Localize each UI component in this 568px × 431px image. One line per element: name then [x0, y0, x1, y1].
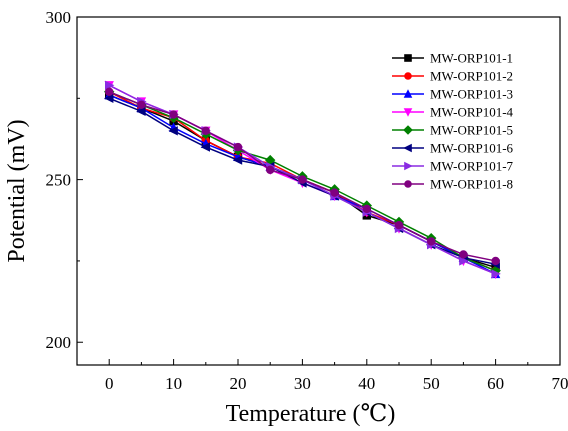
legend-item: MW-ORP101-7: [392, 159, 514, 174]
x-tick-label: 40: [358, 374, 375, 393]
data-point: [362, 204, 371, 214]
data-point: [169, 110, 178, 119]
data-point: [491, 256, 500, 266]
data-point: [265, 154, 276, 166]
x-tick-label: 10: [165, 374, 182, 393]
legend-label: MW-ORP101-7: [430, 159, 514, 174]
legend-item: MW-ORP101-8: [392, 177, 513, 192]
x-tick-label: 30: [294, 374, 311, 393]
legend-label: MW-ORP101-5: [430, 123, 513, 138]
plot-frame: [76, 16, 561, 366]
data-point: [137, 100, 146, 110]
data-point: [201, 126, 210, 136]
tick-labels: 0 10 20 30 40 50 60 70 200 250 300: [46, 8, 568, 393]
data-point: [298, 175, 307, 184]
data-point: [168, 126, 178, 136]
legend-label: MW-ORP101-3: [430, 87, 513, 102]
legend-item: MW-ORP101-5: [392, 123, 513, 138]
data-point: [403, 108, 413, 117]
data-point: [427, 237, 436, 246]
data-point: [459, 256, 469, 266]
data-point: [232, 155, 243, 165]
x-tick-label: 70: [552, 374, 568, 393]
legend-label: MW-ORP101-4: [430, 105, 514, 120]
plot-border: [76, 16, 561, 366]
legend-item: MW-ORP101-1: [392, 51, 513, 66]
legend: MW-ORP101-1 MW-ORP101-2 MW-ORP101-3 MW-ORP1…: [392, 51, 514, 192]
legend-label: MW-ORP101-2: [430, 69, 513, 84]
x-tick-label: 20: [230, 374, 247, 393]
data-point: [105, 87, 114, 97]
data-point: [136, 106, 146, 117]
x-axis-label: Temperature (℃): [226, 401, 396, 427]
series-layer: [104, 80, 501, 280]
legend-label: MW-ORP101-6: [430, 141, 514, 156]
data-point: [104, 93, 114, 104]
data-point: [404, 180, 412, 188]
data-point: [266, 165, 275, 175]
series-8: [105, 87, 500, 266]
data-point: [233, 142, 243, 152]
x-tick-label: 60: [487, 374, 504, 393]
data-point: [459, 250, 468, 259]
data-point: [404, 72, 412, 80]
axis-ticks: [77, 16, 561, 365]
data-point: [105, 80, 115, 90]
data-point: [330, 188, 339, 197]
y-tick-label: 300: [46, 8, 72, 27]
data-point: [394, 220, 404, 230]
y-axis-label: Potential (mV): [4, 119, 30, 262]
data-point: [404, 161, 413, 171]
legend-label: MW-ORP101-8: [430, 177, 513, 192]
x-tick-label: 0: [105, 374, 114, 393]
y-tick-label: 250: [46, 171, 72, 190]
legend-label: MW-ORP101-1: [430, 51, 513, 66]
data-point: [403, 125, 413, 135]
x-tick-label: 50: [423, 374, 440, 393]
y-tick-label: 200: [46, 333, 72, 352]
data-point: [491, 269, 501, 279]
legend-item: MW-ORP101-6: [392, 141, 514, 156]
data-point: [200, 142, 210, 152]
legend-item: MW-ORP101-3: [392, 87, 513, 102]
legend-item: MW-ORP101-2: [392, 69, 513, 84]
data-point: [403, 143, 412, 153]
legend-item: MW-ORP101-4: [392, 105, 514, 120]
data-point: [404, 54, 412, 62]
data-point: [403, 89, 413, 98]
